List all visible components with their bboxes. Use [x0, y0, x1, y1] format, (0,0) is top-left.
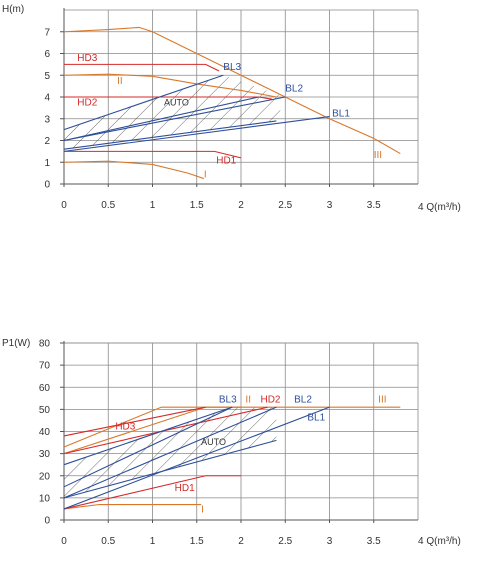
curve-label-auto: AUTO	[164, 98, 189, 108]
y-tick-label: 2	[44, 136, 50, 147]
y-tick-label: 0	[44, 516, 50, 527]
x-tick-label: 0	[61, 200, 67, 211]
y-tick-label: 1	[44, 158, 50, 169]
x-tick-label: 0.5	[101, 536, 115, 547]
x-tick-label: 2.5	[278, 200, 292, 211]
curve-label-iii: III	[374, 150, 382, 161]
curve-label-bl1: BL1	[332, 109, 350, 120]
x-tick-label: 0	[61, 536, 67, 547]
curve-label-bl3: BL3	[223, 62, 241, 73]
series-auto-lower-line	[63, 120, 277, 150]
curve-label-iii: III	[378, 395, 386, 406]
head-flow-chart: 0 0.5 1 1.5 2 2.5 3 3.5 0 1 2 3 4 5 6 7 H(m) 4 Q(m³/h) HD3…	[2, 4, 461, 213]
y-tick-label: 50	[39, 405, 51, 416]
x-tick-label: 2	[238, 200, 244, 211]
y-tick-label: 30	[39, 449, 51, 460]
y-tick-label: 6	[44, 49, 50, 60]
y-tick-label: 0	[44, 180, 50, 191]
y-tick-label: 7	[44, 27, 50, 38]
x-tick-label: 2	[238, 536, 244, 547]
curve-label-ii: II	[117, 76, 123, 87]
curve-label-ii: II	[245, 395, 251, 406]
auto-hatch-region	[64, 75, 286, 150]
curve-label-hd1: HD1	[175, 483, 195, 494]
series-bl3-line	[63, 74, 224, 131]
x-tick-label: 1.5	[190, 536, 204, 547]
x-tick-label: 3	[327, 200, 333, 211]
curve-label-auto: AUTO	[201, 437, 226, 447]
series-auto-upper-line	[63, 96, 259, 142]
series-iii-line	[63, 406, 401, 448]
y-tick-label: 5	[44, 71, 50, 82]
curve-label-hd3: HD3	[77, 53, 97, 64]
curve-label-i: I	[201, 504, 204, 515]
series-auto-lower-line	[63, 439, 277, 499]
x-axis-label: 4 Q(m³/h)	[418, 202, 461, 213]
x-tick-label: 3	[327, 536, 333, 547]
series-hd1-line	[64, 150, 242, 159]
series-bl2-line	[63, 96, 286, 142]
curve-label-bl3: BL3	[219, 395, 237, 406]
x-tick-label: 0.5	[101, 200, 115, 211]
y-tick-label: 20	[39, 471, 51, 482]
series-hd3-line	[63, 406, 206, 437]
x-tick-label: 1.5	[190, 200, 204, 211]
x-tick-label: 2.5	[278, 536, 292, 547]
y-tick-label: 40	[39, 427, 51, 438]
series-ii-line	[63, 73, 277, 98]
curve-label-hd2: HD2	[260, 395, 280, 406]
y-tick-label: 10	[39, 493, 51, 504]
x-tick-label: 3.5	[367, 200, 381, 211]
curve-label-hd1: HD1	[216, 155, 236, 166]
y-tick-label: 80	[39, 339, 51, 350]
curve-label-bl1: BL1	[307, 412, 325, 423]
y-tick-label: 60	[39, 383, 51, 394]
x-tick-label: 1	[150, 200, 156, 211]
series-iii-line	[63, 26, 401, 155]
power-flow-chart: 0 0.5 1 1.5 2 2.5 3 3.5 0 10 20 30 40 50 60 70 80 P1(W) 4 …	[2, 338, 461, 547]
series-auto-upper-line	[63, 406, 233, 466]
series-hd3-line	[64, 63, 220, 72]
curve-label-hd2: HD2	[77, 98, 97, 109]
x-tick-label: 1	[150, 536, 156, 547]
x-tick-label: 3.5	[367, 536, 381, 547]
series-bl1-line	[63, 116, 330, 152]
series-bl3-line	[63, 406, 233, 488]
series-bl1-line	[63, 406, 330, 510]
curve-label-i: I	[204, 169, 207, 180]
curve-label-hd3: HD3	[115, 421, 135, 432]
y-tick-label: 4	[44, 93, 50, 104]
y-tick-label: 3	[44, 114, 50, 125]
curve-label-bl2: BL2	[285, 84, 303, 95]
series-i-line	[63, 503, 202, 510]
curve-label-bl2: BL2	[294, 395, 312, 406]
series-bl2-line	[63, 406, 277, 499]
series-i-line	[63, 160, 205, 180]
y-axis-label: P1(W)	[2, 338, 30, 349]
y-tick-label: 70	[39, 361, 51, 372]
series-hd1-line	[63, 475, 241, 510]
x-axis-label: 4 Q(m³/h)	[418, 536, 461, 547]
y-axis-label: H(m)	[2, 4, 24, 15]
